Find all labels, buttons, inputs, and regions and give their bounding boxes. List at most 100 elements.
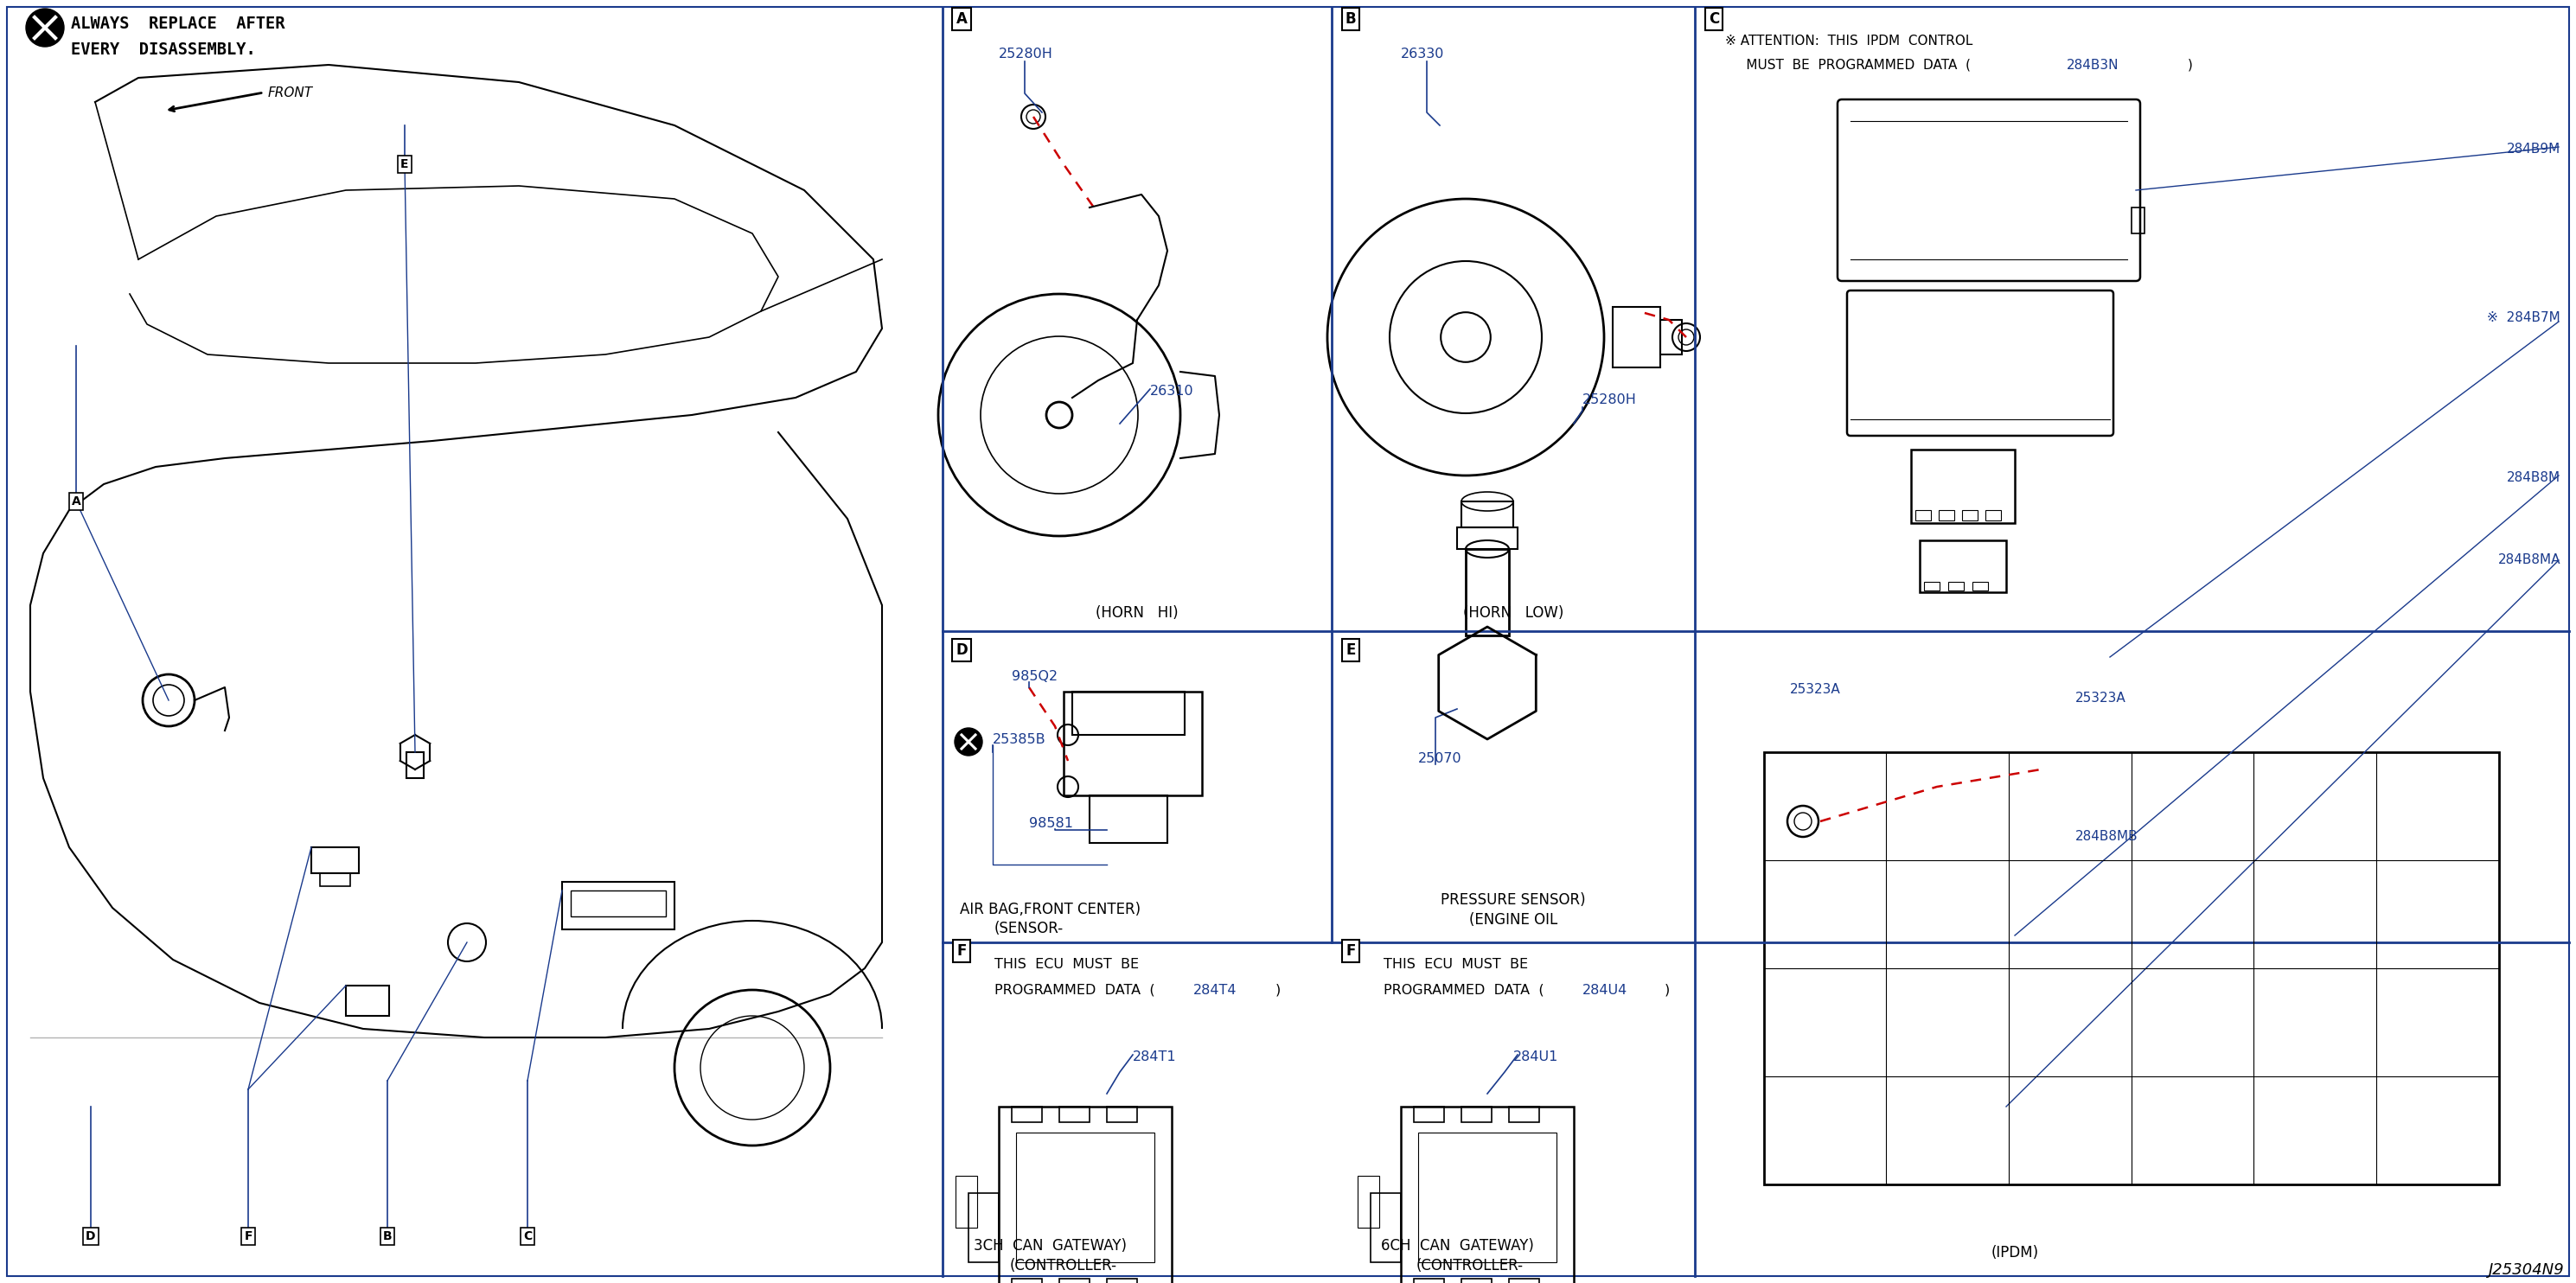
Bar <box>1461 1279 1492 1283</box>
Bar <box>1613 307 1662 367</box>
Bar <box>1458 527 1517 549</box>
Bar <box>1072 692 1185 735</box>
Text: 98581: 98581 <box>1028 817 1074 830</box>
Text: 25385B: 25385B <box>992 733 1046 747</box>
Bar <box>1059 1107 1090 1123</box>
Text: 284U1: 284U1 <box>1512 1051 1558 1064</box>
Bar <box>969 1193 999 1262</box>
Text: ※ ATTENTION:  THIS  IPDM  CONTROL: ※ ATTENTION: THIS IPDM CONTROL <box>1726 35 1973 47</box>
Bar <box>407 752 422 777</box>
Text: 6CH  CAN  GATEWAY): 6CH CAN GATEWAY) <box>1381 1238 1533 1253</box>
Bar <box>1919 540 2007 593</box>
Bar <box>1461 502 1512 527</box>
Text: 985Q2: 985Q2 <box>1012 670 1059 683</box>
Text: 3CH  CAN  GATEWAY): 3CH CAN GATEWAY) <box>974 1238 1128 1253</box>
Bar <box>1466 549 1510 635</box>
Text: F: F <box>245 1230 252 1242</box>
Bar <box>562 881 675 929</box>
Text: 284B3N: 284B3N <box>2066 59 2120 72</box>
Bar <box>1414 1279 1445 1283</box>
Bar <box>1510 1107 1540 1123</box>
Text: 25280H: 25280H <box>1582 394 1636 407</box>
Text: MUST  BE  PROGRAMMED  DATA  (: MUST BE PROGRAMMED DATA ( <box>1726 59 1971 72</box>
Text: ): ) <box>1664 984 1669 997</box>
Text: EVERY  DISASSEMBLY.: EVERY DISASSEMBLY. <box>72 41 255 58</box>
Text: AIR BAG,FRONT CENTER): AIR BAG,FRONT CENTER) <box>961 902 1141 917</box>
Bar <box>1947 582 1963 590</box>
Text: 284B8M: 284B8M <box>2506 471 2561 484</box>
Text: 284B9M: 284B9M <box>2506 142 2561 155</box>
Bar <box>1108 1279 1136 1283</box>
Bar <box>1911 449 2014 523</box>
Bar <box>1940 511 1955 521</box>
Text: ALWAYS  REPLACE  AFTER: ALWAYS REPLACE AFTER <box>72 15 286 32</box>
Text: B: B <box>384 1230 392 1242</box>
Bar <box>1012 1279 1041 1283</box>
Bar <box>1358 1175 1378 1228</box>
Circle shape <box>956 727 981 756</box>
Text: (CONTROLLER-: (CONTROLLER- <box>1417 1257 1522 1274</box>
Text: 284T4: 284T4 <box>1193 984 1236 997</box>
Bar <box>999 1107 1172 1283</box>
Text: PRESSURE SENSOR): PRESSURE SENSOR) <box>1440 892 1587 908</box>
Bar <box>1662 319 1682 354</box>
Bar <box>1401 1107 1574 1283</box>
Text: (IPDM): (IPDM) <box>1991 1245 2038 1260</box>
Bar <box>1108 1107 1136 1123</box>
Text: (ENGINE OIL: (ENGINE OIL <box>1468 912 1558 928</box>
Bar <box>312 847 358 874</box>
Bar <box>1090 795 1167 843</box>
Bar <box>1963 511 1978 521</box>
Bar <box>1510 1279 1540 1283</box>
Circle shape <box>26 9 64 46</box>
Bar <box>1370 1193 1401 1262</box>
Text: 25280H: 25280H <box>999 47 1054 60</box>
Text: THIS  ECU  MUST  BE: THIS ECU MUST BE <box>1383 958 1528 971</box>
Text: D: D <box>85 1230 95 1242</box>
Text: ): ) <box>1275 984 1280 997</box>
Text: 26310: 26310 <box>1149 385 1193 398</box>
Text: 284B8MB: 284B8MB <box>2076 830 2138 843</box>
Bar <box>345 985 389 1016</box>
Text: F: F <box>956 943 966 958</box>
Bar <box>1064 692 1203 795</box>
Bar <box>1917 511 1932 521</box>
Text: PROGRAMMED  DATA  (: PROGRAMMED DATA ( <box>1383 984 1543 997</box>
Bar <box>1015 1133 1154 1262</box>
Bar <box>1924 582 1940 590</box>
Text: 284B8MA: 284B8MA <box>2499 553 2561 566</box>
Text: E: E <box>1345 643 1355 658</box>
Bar <box>1973 582 1989 590</box>
Text: THIS  ECU  MUST  BE: THIS ECU MUST BE <box>994 958 1139 971</box>
Bar <box>1986 511 2002 521</box>
Text: ): ) <box>2187 59 2192 72</box>
Text: (HORN   LOW): (HORN LOW) <box>1463 606 1564 621</box>
Text: 284U4: 284U4 <box>1582 984 1628 997</box>
Text: C: C <box>523 1230 531 1242</box>
Text: 25070: 25070 <box>1419 752 1463 765</box>
Bar <box>1059 1279 1090 1283</box>
Bar <box>1414 1107 1445 1123</box>
Bar <box>956 1175 976 1228</box>
Text: 284T1: 284T1 <box>1133 1051 1177 1064</box>
Text: E: E <box>402 158 410 171</box>
Text: (SENSOR-: (SENSOR- <box>994 921 1064 937</box>
Text: 25323A: 25323A <box>2076 692 2125 704</box>
Bar <box>1012 1107 1041 1123</box>
Text: F: F <box>1345 943 1355 958</box>
Text: J25304N9: J25304N9 <box>2488 1262 2566 1278</box>
Bar <box>319 874 350 887</box>
Text: PROGRAMMED  DATA  (: PROGRAMMED DATA ( <box>994 984 1154 997</box>
Text: A: A <box>956 12 966 27</box>
Bar <box>1765 752 2499 1184</box>
Bar <box>2130 208 2143 234</box>
Text: FRONT: FRONT <box>268 86 314 99</box>
Text: A: A <box>72 495 80 508</box>
Text: (CONTROLLER-: (CONTROLLER- <box>1010 1257 1118 1274</box>
Text: ※  284B7M: ※ 284B7M <box>2488 312 2561 325</box>
Text: C: C <box>1708 12 1718 27</box>
Text: B: B <box>1345 12 1355 27</box>
Text: 25323A: 25323A <box>1790 683 1842 695</box>
Text: (HORN   HI): (HORN HI) <box>1095 606 1177 621</box>
Text: 26330: 26330 <box>1401 47 1445 60</box>
